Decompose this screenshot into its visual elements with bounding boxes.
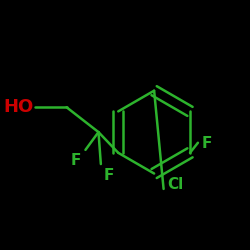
- Text: F: F: [103, 168, 114, 182]
- Text: HO: HO: [3, 98, 34, 116]
- Text: F: F: [70, 154, 81, 168]
- Text: Cl: Cl: [167, 178, 184, 192]
- Text: F: F: [202, 136, 212, 152]
